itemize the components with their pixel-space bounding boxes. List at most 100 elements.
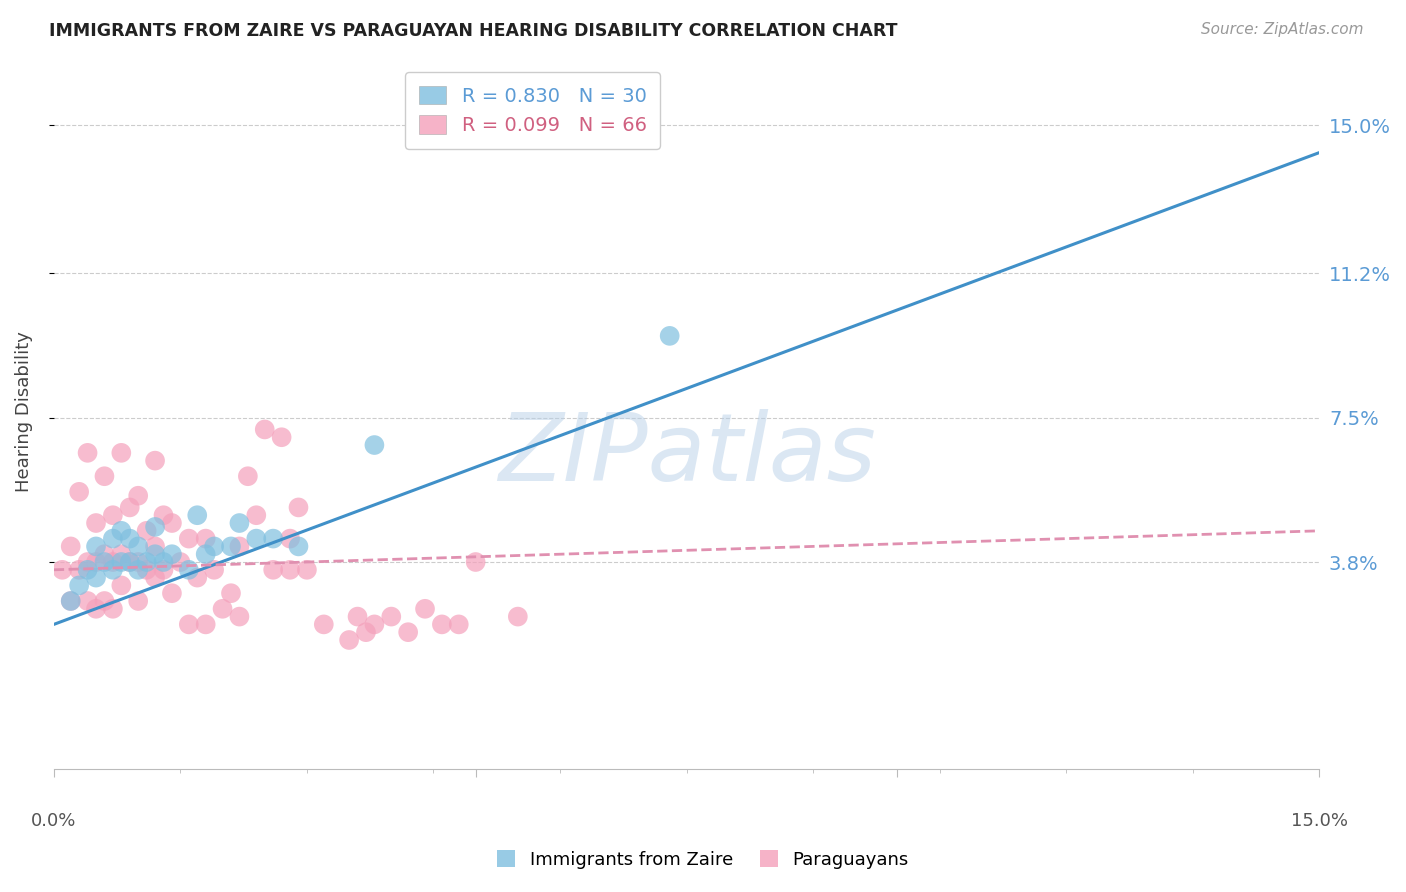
- Point: [93, 547, 115, 561]
- Point: [67, 484, 90, 499]
- Point: [84, 602, 107, 616]
- Point: [84, 571, 107, 585]
- Point: [59, 594, 82, 608]
- Point: [118, 500, 141, 515]
- Legend: Immigrants from Zaire, Paraguayans: Immigrants from Zaire, Paraguayans: [489, 843, 917, 876]
- Point: [110, 524, 132, 538]
- Point: [169, 555, 191, 569]
- Point: [186, 571, 208, 585]
- Point: [506, 609, 529, 624]
- Point: [245, 508, 267, 523]
- Point: [236, 469, 259, 483]
- Point: [278, 563, 301, 577]
- Point: [135, 524, 157, 538]
- Point: [295, 563, 318, 577]
- Point: [76, 594, 98, 608]
- Point: [143, 547, 166, 561]
- Point: [270, 430, 292, 444]
- Legend: R = 0.830   N = 30, R = 0.099   N = 66: R = 0.830 N = 30, R = 0.099 N = 66: [405, 72, 661, 149]
- Point: [262, 532, 284, 546]
- Point: [135, 563, 157, 577]
- Point: [67, 578, 90, 592]
- Point: [101, 555, 124, 569]
- Point: [59, 540, 82, 554]
- Point: [202, 563, 225, 577]
- Text: 15.0%: 15.0%: [1291, 812, 1348, 830]
- Point: [287, 500, 309, 515]
- Point: [160, 547, 183, 561]
- Point: [160, 586, 183, 600]
- Point: [118, 532, 141, 546]
- Point: [101, 532, 124, 546]
- Point: [110, 446, 132, 460]
- Point: [658, 329, 681, 343]
- Point: [464, 555, 486, 569]
- Point: [152, 555, 174, 569]
- Point: [84, 516, 107, 530]
- Point: [101, 563, 124, 577]
- Point: [127, 555, 149, 569]
- Point: [177, 563, 200, 577]
- Point: [202, 540, 225, 554]
- Point: [194, 532, 217, 546]
- Point: [152, 563, 174, 577]
- Point: [413, 602, 436, 616]
- Point: [396, 625, 419, 640]
- Text: Source: ZipAtlas.com: Source: ZipAtlas.com: [1201, 22, 1364, 37]
- Point: [337, 632, 360, 647]
- Point: [363, 617, 385, 632]
- Point: [262, 563, 284, 577]
- Point: [67, 563, 90, 577]
- Point: [152, 508, 174, 523]
- Point: [186, 508, 208, 523]
- Point: [93, 555, 115, 569]
- Text: ZIPatlas: ZIPatlas: [498, 409, 876, 500]
- Point: [127, 594, 149, 608]
- Point: [143, 453, 166, 467]
- Point: [447, 617, 470, 632]
- Point: [380, 609, 402, 624]
- Point: [101, 508, 124, 523]
- Point: [211, 602, 233, 616]
- Point: [346, 609, 368, 624]
- Point: [143, 571, 166, 585]
- Point: [84, 540, 107, 554]
- Point: [76, 555, 98, 569]
- Point: [143, 540, 166, 554]
- Point: [118, 555, 141, 569]
- Point: [363, 438, 385, 452]
- Point: [219, 586, 242, 600]
- Text: 0.0%: 0.0%: [31, 812, 76, 830]
- Point: [127, 489, 149, 503]
- Point: [228, 540, 250, 554]
- Point: [278, 532, 301, 546]
- Y-axis label: Hearing Disability: Hearing Disability: [15, 332, 32, 492]
- Point: [228, 609, 250, 624]
- Point: [253, 422, 276, 436]
- Point: [76, 446, 98, 460]
- Point: [312, 617, 335, 632]
- Point: [135, 555, 157, 569]
- Point: [127, 563, 149, 577]
- Point: [93, 594, 115, 608]
- Point: [84, 555, 107, 569]
- Point: [76, 563, 98, 577]
- Point: [101, 602, 124, 616]
- Point: [194, 547, 217, 561]
- Point: [177, 532, 200, 546]
- Point: [245, 532, 267, 546]
- Point: [354, 625, 377, 640]
- Point: [51, 563, 73, 577]
- Point: [430, 617, 453, 632]
- Point: [228, 516, 250, 530]
- Point: [194, 617, 217, 632]
- Point: [287, 540, 309, 554]
- Point: [59, 594, 82, 608]
- Point: [160, 516, 183, 530]
- Point: [93, 469, 115, 483]
- Text: IMMIGRANTS FROM ZAIRE VS PARAGUAYAN HEARING DISABILITY CORRELATION CHART: IMMIGRANTS FROM ZAIRE VS PARAGUAYAN HEAR…: [49, 22, 897, 40]
- Point: [110, 578, 132, 592]
- Point: [143, 520, 166, 534]
- Point: [110, 547, 132, 561]
- Point: [127, 540, 149, 554]
